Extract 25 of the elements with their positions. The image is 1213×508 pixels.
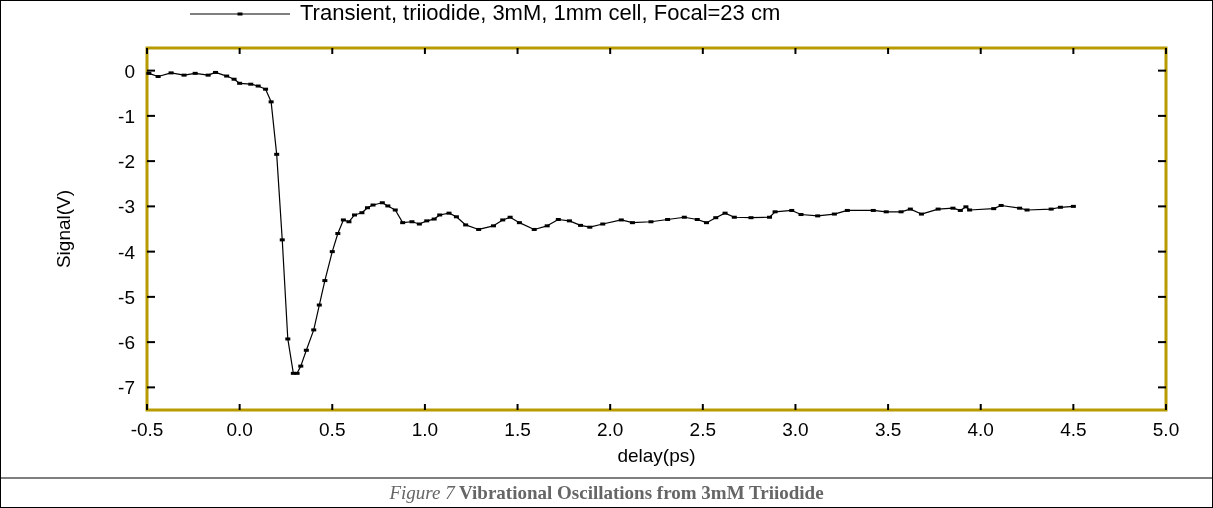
x-tick-label: 3.5 — [874, 419, 902, 440]
y-tick-label: -2 — [118, 151, 135, 173]
caption: Figure 7 — [388, 482, 457, 503]
y-tick-label: 0 — [124, 60, 135, 82]
x-axis-title: delay(ps) — [617, 445, 696, 466]
x-tick-label: 0.0 — [226, 419, 253, 440]
x-tick-label: 2.0 — [596, 419, 624, 440]
y-tick-label: -6 — [118, 332, 135, 354]
x-tick-label: 1.5 — [504, 419, 531, 440]
y-tick-label: -5 — [118, 286, 135, 308]
x-tick-label: 0.5 — [319, 419, 346, 440]
text: Vibrational Oscillations from 3mM Triiodide — [454, 482, 824, 503]
y-tick-label: -1 — [118, 105, 135, 127]
x-tick-label: 5.0 — [1152, 419, 1180, 440]
x-tick-label: 2.5 — [689, 419, 717, 440]
x-tick-label: 4.0 — [967, 419, 994, 440]
y-axis-title: Signal(V) — [53, 189, 74, 269]
y-tick-label: -4 — [118, 241, 136, 263]
y-tick-label: -3 — [118, 196, 135, 218]
x-tick-label: 3.0 — [782, 419, 809, 440]
legend-label: Transient, triiodide, 3mM, 1mm cell, Focal=23 cm — [300, 0, 781, 25]
x-tick-label: 1.0 — [411, 419, 439, 440]
x-tick-label: 4.5 — [1060, 419, 1087, 440]
y-tick-label: -7 — [118, 377, 135, 399]
x-tick-label: -0.5 — [130, 419, 164, 440]
